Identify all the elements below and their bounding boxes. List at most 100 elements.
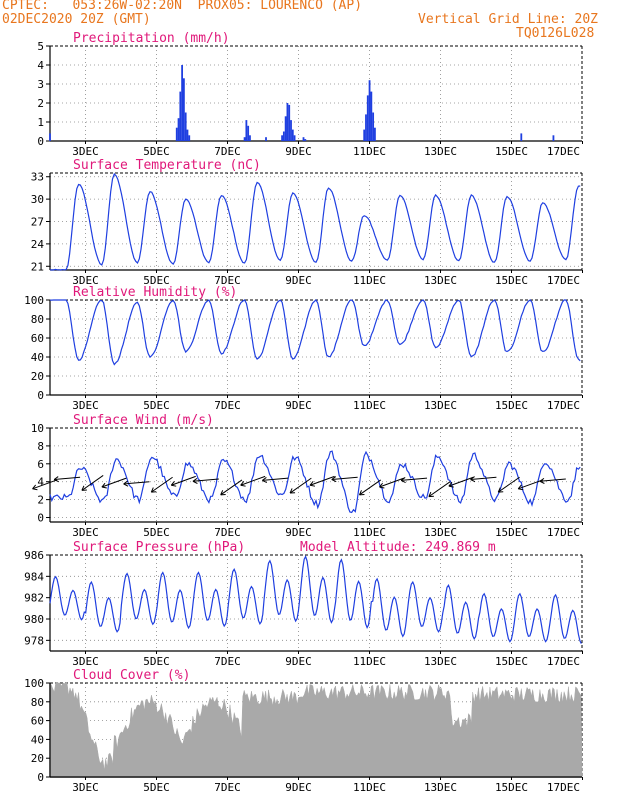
wind-arrow xyxy=(518,479,543,490)
x-tick-label: 11DEC xyxy=(353,145,386,158)
wind-speed-line xyxy=(49,450,581,514)
y-tick-label: 20 xyxy=(31,752,44,765)
wind-arrow xyxy=(54,476,81,481)
temperature-line xyxy=(49,172,581,271)
wind-arrow-head xyxy=(170,481,177,487)
x-tick-label: 7DEC xyxy=(214,399,241,412)
x-tick-label: 9DEC xyxy=(285,145,312,158)
y-tick-label: 60 xyxy=(31,332,44,345)
wind-arrow xyxy=(448,476,474,487)
wind-arrow-head xyxy=(32,484,38,491)
y-tick-label: 8 xyxy=(37,440,44,453)
precip-bar xyxy=(366,95,369,141)
x-tick-label: 13DEC xyxy=(424,145,457,158)
wind-arrow xyxy=(539,478,566,482)
wind-arrow-head xyxy=(400,477,406,484)
x-tick-label: 9DEC xyxy=(285,526,312,539)
wind-arrow xyxy=(289,477,312,494)
wind-arrow xyxy=(401,477,428,481)
y-tick-label: 0 xyxy=(37,771,44,784)
precip-bar xyxy=(370,91,373,141)
cloud-title: Cloud Cover (%) xyxy=(73,668,190,683)
x-tick-label: 17DEC xyxy=(547,655,580,668)
y-tick-label: 0 xyxy=(37,135,44,148)
wind-arrow xyxy=(151,476,173,493)
precip-bar xyxy=(552,135,555,141)
x-tick-label: 17DEC xyxy=(547,526,580,539)
y-tick-label: 978 xyxy=(24,634,44,647)
y-tick-label: 30 xyxy=(31,193,44,206)
precip-bar xyxy=(177,118,180,141)
x-tick-label: 3DEC xyxy=(72,145,99,158)
precip-bar xyxy=(363,129,366,141)
x-tick-label: 13DEC xyxy=(424,274,457,287)
y-tick-label: 27 xyxy=(31,216,44,229)
x-tick-label: 9DEC xyxy=(285,399,312,412)
pressure-title: Surface Pressure (hPa) xyxy=(73,540,245,555)
x-tick-label: 7DEC xyxy=(214,781,241,794)
precip-bar xyxy=(247,125,250,141)
x-tick-label: 15DEC xyxy=(495,274,528,287)
wind-arrow-head xyxy=(379,482,385,489)
y-tick-label: 10 xyxy=(31,422,44,435)
wind-arrow xyxy=(428,481,451,498)
wind-arrow xyxy=(240,475,266,486)
wind-title: Surface Wind (m/s) xyxy=(73,413,214,428)
x-tick-label: 15DEC xyxy=(495,399,528,412)
wind-arrow-head xyxy=(359,490,365,496)
y-tick-label: 986 xyxy=(24,549,44,562)
precip-bar xyxy=(281,135,283,141)
rh-title: Relative Humidity (%) xyxy=(73,285,237,300)
x-tick-label: 17DEC xyxy=(547,274,580,287)
y-tick-label: 3 xyxy=(37,78,44,91)
precip-bar xyxy=(286,103,289,141)
x-tick-label: 15DEC xyxy=(495,145,528,158)
wind-arrow-head xyxy=(497,487,504,493)
y-tick-label: 2 xyxy=(37,97,44,110)
wind-arrow xyxy=(220,479,243,496)
precip-bar xyxy=(520,133,523,141)
x-tick-label: 7DEC xyxy=(214,274,241,287)
precip-bar xyxy=(249,135,251,141)
wind-arrow xyxy=(192,478,219,482)
x-tick-label: 5DEC xyxy=(143,274,170,287)
wind-arrow-head xyxy=(150,487,157,493)
x-tick-label: 3DEC xyxy=(72,274,99,287)
wind-arrow xyxy=(171,475,196,486)
y-tick-label: 24 xyxy=(31,238,45,251)
wind-arrow-head xyxy=(470,476,476,483)
x-tick-label: 17DEC xyxy=(547,145,580,158)
y-tick-label: 2 xyxy=(37,494,44,507)
wind-arrow xyxy=(309,475,335,486)
wind-arrow-head xyxy=(101,482,107,489)
wind-arrow-head xyxy=(309,481,316,487)
x-tick-label: 13DEC xyxy=(424,526,457,539)
wind-arrow-head xyxy=(448,481,454,488)
humidity-line xyxy=(49,299,581,366)
precip-bar xyxy=(291,129,294,141)
y-tick-label: 100 xyxy=(24,294,44,307)
x-tick-label: 11DEC xyxy=(353,399,386,412)
y-tick-label: 1 xyxy=(37,116,44,129)
precip-bar xyxy=(175,127,178,141)
temp-title: Surface Temperature (nC) xyxy=(73,158,261,173)
x-tick-label: 15DEC xyxy=(495,526,528,539)
x-tick-label: 3DEC xyxy=(72,781,99,794)
wind-arrow xyxy=(331,476,358,481)
x-tick-label: 13DEC xyxy=(424,781,457,794)
wind-arrow xyxy=(497,476,520,493)
header-date: 02DEC2020 20Z (GMT) xyxy=(2,12,151,27)
precip-bar xyxy=(288,104,291,141)
precip-bar xyxy=(374,127,376,141)
x-tick-label: 5DEC xyxy=(143,781,170,794)
x-tick-label: 13DEC xyxy=(424,399,457,412)
precip-bar xyxy=(245,120,248,141)
precip-bar xyxy=(181,65,184,141)
y-tick-label: 20 xyxy=(31,370,44,383)
precip-bar xyxy=(293,135,296,141)
precip-bar xyxy=(265,137,267,141)
x-tick-label: 5DEC xyxy=(143,655,170,668)
x-tick-label: 7DEC xyxy=(214,145,241,158)
precip-title: Precipitation (mm/h) xyxy=(73,31,230,46)
y-tick-label: 0 xyxy=(37,512,44,525)
